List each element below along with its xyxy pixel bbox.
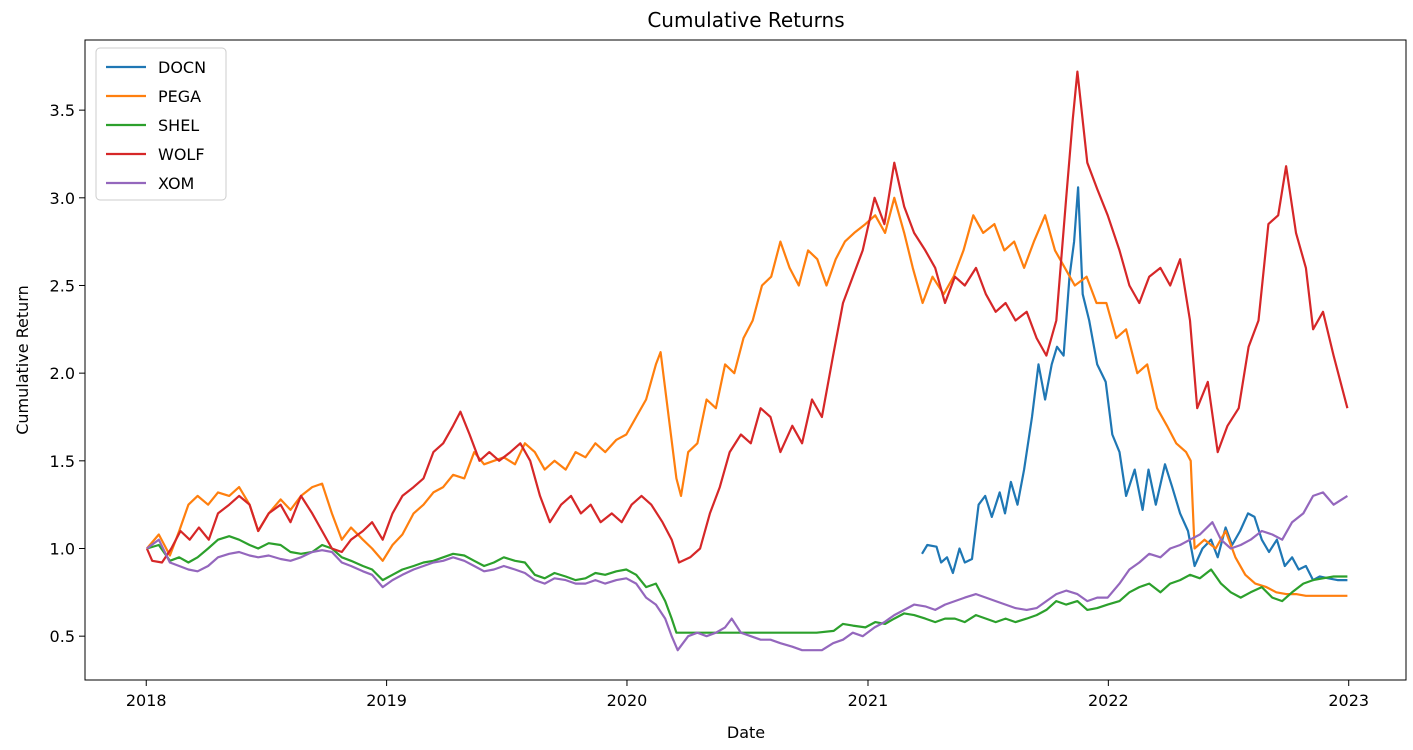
legend-label-pega: PEGA — [158, 87, 201, 106]
x-tick-label: 2023 — [1328, 691, 1369, 710]
x-tick-label: 2020 — [607, 691, 648, 710]
chart-title: Cumulative Returns — [647, 8, 844, 32]
y-axis-label: Cumulative Return — [13, 285, 32, 435]
legend-label-wolf: WOLF — [158, 145, 205, 164]
series-line-pega — [146, 196, 1348, 597]
y-tick-label: 2.0 — [50, 364, 75, 383]
x-tick-label: 2022 — [1088, 691, 1129, 710]
y-tick-label: 1.0 — [50, 539, 75, 558]
x-tick-label: 2021 — [848, 691, 889, 710]
y-tick-label: 3.0 — [50, 189, 75, 208]
legend: DOCN PEGA SHEL WOLF XOM — [95, 47, 227, 201]
y-tick-label: 3.5 — [50, 101, 75, 120]
legend-box — [95, 47, 227, 201]
x-axis-label: Date — [727, 723, 765, 742]
x-axis-ticks: 2018 2019 2020 2021 2022 2023 — [126, 680, 1369, 710]
legend-label-docn: DOCN — [158, 58, 206, 77]
series-line-wolf — [145, 70, 1349, 564]
series-lines — [145, 70, 1349, 652]
y-tick-label: 1.5 — [50, 452, 75, 471]
y-tick-label: 2.5 — [50, 276, 75, 295]
x-tick-label: 2018 — [126, 691, 167, 710]
plot-frame — [84, 39, 1407, 681]
series-line-xom — [146, 491, 1348, 652]
series-line-docn — [921, 186, 1348, 582]
legend-label-shel: SHEL — [158, 116, 199, 135]
legend-label-xom: XOM — [158, 174, 194, 193]
y-tick-label: 0.5 — [50, 627, 75, 646]
x-tick-label: 2019 — [366, 691, 407, 710]
y-axis-ticks: 0.5 1.0 1.5 2.0 2.5 3.0 3.5 — [50, 101, 85, 646]
